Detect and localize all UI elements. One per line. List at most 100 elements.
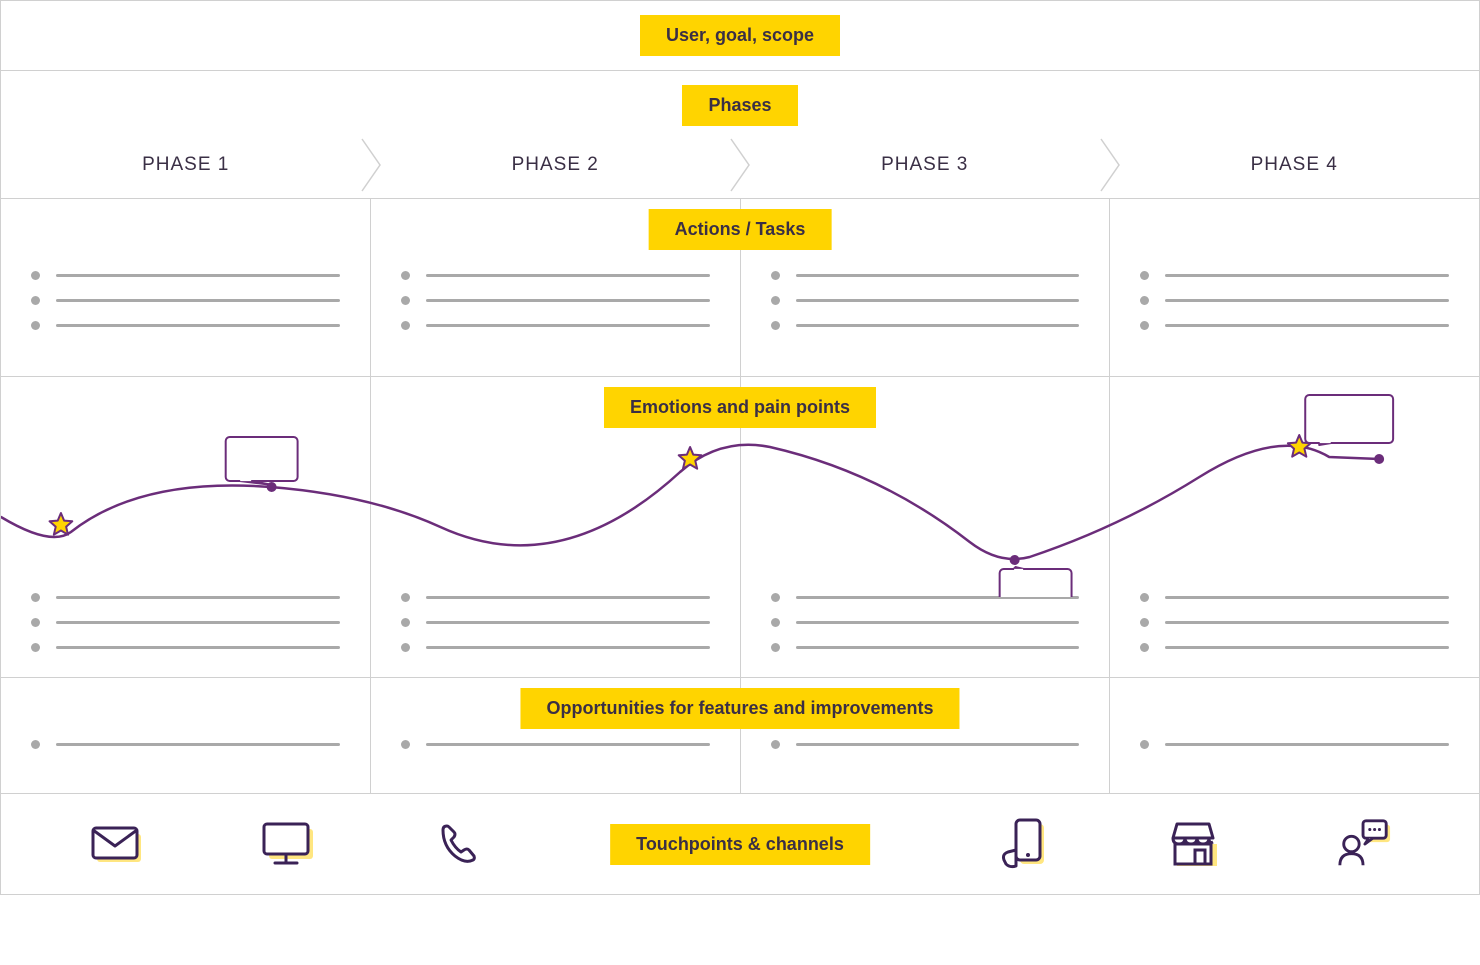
placeholder-line xyxy=(1165,646,1449,649)
bullet-list xyxy=(771,740,1080,749)
placeholder-line xyxy=(56,299,340,302)
placeholder-line xyxy=(796,621,1080,624)
bullet-dot-icon xyxy=(1140,321,1149,330)
placeholder-line xyxy=(426,621,710,624)
placeholder-line xyxy=(1165,621,1449,624)
bullet-dot-icon xyxy=(1140,740,1149,749)
list-item xyxy=(31,740,340,749)
bullet-dot-icon xyxy=(31,271,40,280)
bullet-dot-icon xyxy=(31,643,40,652)
bullet-dot-icon xyxy=(31,321,40,330)
list-item xyxy=(401,740,710,749)
bullet-dot-icon xyxy=(771,271,780,280)
bullet-dot-icon xyxy=(771,618,780,627)
placeholder-line xyxy=(1165,324,1449,327)
bullet-list xyxy=(31,740,340,749)
list-item xyxy=(31,321,340,330)
bullet-dot-icon xyxy=(1140,618,1149,627)
bullet-dot-icon xyxy=(31,296,40,305)
phase-header: PHASE 4 xyxy=(1110,154,1480,176)
list-item xyxy=(1140,296,1449,305)
phase-header: PHASE 3 xyxy=(740,154,1110,176)
customer-journey-map: User, goal, scope Phases PHASE 1 PHASE 2… xyxy=(0,0,1480,895)
bullet-list xyxy=(771,271,1080,330)
label-user-goal-scope: User, goal, scope xyxy=(640,15,840,56)
bullet-list xyxy=(1140,740,1449,749)
placeholder-line xyxy=(796,646,1080,649)
bullet-dot-icon xyxy=(771,740,780,749)
section-actions: Actions / Tasks xyxy=(1,199,1479,377)
placeholder-line xyxy=(1165,299,1449,302)
support-agent-icon xyxy=(1336,816,1392,872)
section-emotions: Emotions and pain points xyxy=(1,377,1479,678)
bullet-dot-icon xyxy=(771,643,780,652)
placeholder-line xyxy=(426,324,710,327)
mail-icon xyxy=(88,816,144,872)
placeholder-line xyxy=(1165,274,1449,277)
list-item xyxy=(1140,643,1449,652)
bullet-dot-icon xyxy=(771,321,780,330)
section-phases: Phases PHASE 1 PHASE 2 PHASE 3 PHASE 4 xyxy=(1,71,1479,199)
bullet-dot-icon xyxy=(1140,296,1149,305)
bullet-dot-icon xyxy=(401,618,410,627)
bullet-list xyxy=(1140,271,1449,330)
list-item xyxy=(401,321,710,330)
bullet-dot-icon xyxy=(31,618,40,627)
phase-column xyxy=(1,678,370,793)
list-item xyxy=(1140,321,1449,330)
placeholder-line xyxy=(56,646,340,649)
phase-header: PHASE 2 xyxy=(371,154,741,176)
placeholder-line xyxy=(796,743,1080,746)
list-item xyxy=(771,321,1080,330)
bullet-dot-icon xyxy=(1140,271,1149,280)
list-item xyxy=(771,271,1080,280)
list-item xyxy=(771,643,1080,652)
bullet-dot-icon xyxy=(771,296,780,305)
list-item xyxy=(1140,618,1449,627)
bullet-list xyxy=(31,593,340,652)
list-item xyxy=(771,296,1080,305)
mobile-hand-icon xyxy=(995,816,1051,872)
section-opportunities: Opportunities for features and improveme… xyxy=(1,678,1479,794)
placeholder-line xyxy=(56,743,340,746)
phase-column xyxy=(1,199,370,376)
placeholder-line xyxy=(796,274,1080,277)
bullet-list xyxy=(771,593,1080,652)
label-touchpoints: Touchpoints & channels xyxy=(610,824,870,865)
placeholder-line xyxy=(796,324,1080,327)
placeholder-line xyxy=(56,274,340,277)
list-item xyxy=(401,618,710,627)
monitor-icon xyxy=(259,816,315,872)
bullet-dot-icon xyxy=(401,296,410,305)
list-item xyxy=(1140,271,1449,280)
label-emotions: Emotions and pain points xyxy=(604,387,876,428)
label-phases: Phases xyxy=(682,85,797,126)
bullet-list xyxy=(401,593,710,652)
placeholder-line xyxy=(426,743,710,746)
placeholder-line xyxy=(1165,743,1449,746)
bullet-dot-icon xyxy=(401,271,410,280)
bullet-dot-icon xyxy=(401,740,410,749)
bullet-dot-icon xyxy=(401,321,410,330)
phases-row: PHASE 1 PHASE 2 PHASE 3 PHASE 4 xyxy=(1,132,1479,198)
section-user-goal-scope: User, goal, scope xyxy=(1,1,1479,71)
list-item xyxy=(401,296,710,305)
list-item xyxy=(31,271,340,280)
list-item xyxy=(31,618,340,627)
section-touchpoints: Touchpoints & channels xyxy=(1,794,1479,894)
placeholder-line xyxy=(426,274,710,277)
phase-column xyxy=(1109,678,1479,793)
phase-header: PHASE 1 xyxy=(1,154,371,176)
placeholder-line xyxy=(56,621,340,624)
list-item xyxy=(31,296,340,305)
bullet-list xyxy=(401,740,710,749)
phase-column xyxy=(1109,199,1479,376)
bullet-dot-icon xyxy=(31,740,40,749)
phone-icon xyxy=(429,816,485,872)
list-item xyxy=(771,740,1080,749)
list-item xyxy=(401,271,710,280)
bullet-dot-icon xyxy=(1140,643,1149,652)
placeholder-line xyxy=(426,299,710,302)
list-item xyxy=(1140,740,1449,749)
list-item xyxy=(401,643,710,652)
